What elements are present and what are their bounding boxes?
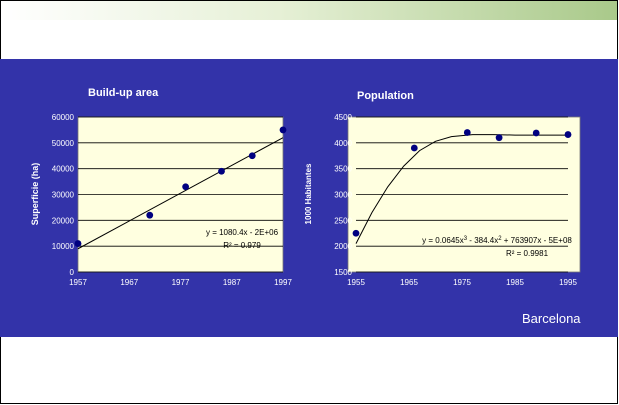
chart1-y-tick-label: 50000 bbox=[52, 139, 75, 148]
chart2-y-tick-label: 4500 bbox=[334, 113, 352, 122]
chart2-equation-exp2: 2 bbox=[498, 236, 502, 242]
chart1-data-point bbox=[279, 126, 287, 134]
chart2-equation-exp3: 3 bbox=[464, 236, 468, 242]
chart2-y-tick-label: 3500 bbox=[334, 165, 352, 174]
chart1-data-point bbox=[248, 152, 256, 160]
chart1-data-point bbox=[74, 240, 82, 247]
chart1-x-tick-label: 1977 bbox=[172, 278, 190, 287]
chart2-equation-part-a: y = 0.0645x bbox=[422, 236, 464, 245]
chart1-y-axis-label: Superficie (ha) bbox=[30, 163, 40, 226]
chart2-y-tick-label: 1500 bbox=[334, 268, 352, 277]
city-label: Barcelona bbox=[522, 311, 581, 326]
chart2-data-point bbox=[532, 129, 540, 137]
chart1-y-tick-label: 40000 bbox=[52, 165, 75, 174]
chart2-x-tick-label: 1965 bbox=[400, 278, 418, 287]
chart1-y-tick-label: 60000 bbox=[52, 113, 75, 122]
chart1-points bbox=[74, 126, 287, 247]
chart1-y-tick-label: 0 bbox=[70, 268, 75, 277]
chart1-title: Build-up area bbox=[88, 87, 159, 99]
chart2-x-ticks: 1955 1965 1975 1985 1995 bbox=[347, 278, 577, 287]
chart2-x-tick-label: 1955 bbox=[347, 278, 365, 287]
chart2-equation-part-b: - 384.4x bbox=[467, 236, 498, 245]
chart1-x-tick-label: 1987 bbox=[223, 278, 241, 287]
chart2-x-tick-label: 1975 bbox=[453, 278, 471, 287]
chart1-y-tick-label: 30000 bbox=[52, 191, 75, 200]
chart2-y-tick-label: 2500 bbox=[334, 216, 352, 225]
chart2-y-axis-label: 1000 Habitantes bbox=[304, 163, 313, 224]
chart2-r2: R² = 0.9981 bbox=[506, 249, 549, 258]
chart1-data-point bbox=[218, 167, 225, 175]
chart1-x-ticks: 1957 1967 1977 1987 1997 bbox=[69, 278, 292, 287]
chart2-equation: y = 0.0645x3 - 384.4x2 + 763907x - 5E+08 bbox=[422, 236, 572, 245]
chart2-data-point bbox=[463, 129, 471, 136]
chart1-r2: R² = 0.979 bbox=[223, 241, 261, 250]
chart1-y-tick-label: 20000 bbox=[52, 216, 75, 225]
chart2-y-tick-label: 3000 bbox=[334, 191, 352, 200]
chart2-title: Population bbox=[357, 90, 414, 102]
chart2-data-point bbox=[495, 134, 503, 142]
chart1-x-tick-label: 1997 bbox=[274, 278, 292, 287]
chart2-y-ticks: 1500 2000 2500 3000 3500 4000 4500 bbox=[334, 113, 352, 277]
chart2-y-tick-label: 4000 bbox=[334, 139, 352, 148]
chart2-x-tick-label: 1985 bbox=[506, 278, 524, 287]
chart1-y-tick-label: 10000 bbox=[52, 242, 75, 251]
chart2-data-point bbox=[352, 229, 360, 237]
chart1-x-tick-label: 1967 bbox=[120, 278, 138, 287]
chart1-gridlines bbox=[78, 116, 283, 273]
chart2-equation-part-c: + 763907x - 5E+08 bbox=[502, 236, 573, 245]
chart2-data-point bbox=[564, 131, 572, 138]
chart2-points bbox=[352, 129, 572, 237]
chart2-gridlines bbox=[356, 116, 568, 273]
chart2-data-point bbox=[410, 144, 418, 152]
chart2-y-tick-label: 2000 bbox=[334, 242, 352, 251]
chart1-x-tick-label: 1957 bbox=[69, 278, 87, 287]
chart1-y-ticks: 0 10000 20000 30000 40000 50000 60000 bbox=[52, 113, 75, 277]
chart1-trendline bbox=[77, 137, 284, 250]
chart1-data-point bbox=[182, 183, 190, 191]
chart2-x-tick-label: 1995 bbox=[559, 278, 577, 287]
top-banner bbox=[1, 1, 617, 20]
chart1-data-point bbox=[146, 211, 154, 219]
chart1-equation: y = 1080.4x - 2E+06 bbox=[206, 228, 279, 237]
